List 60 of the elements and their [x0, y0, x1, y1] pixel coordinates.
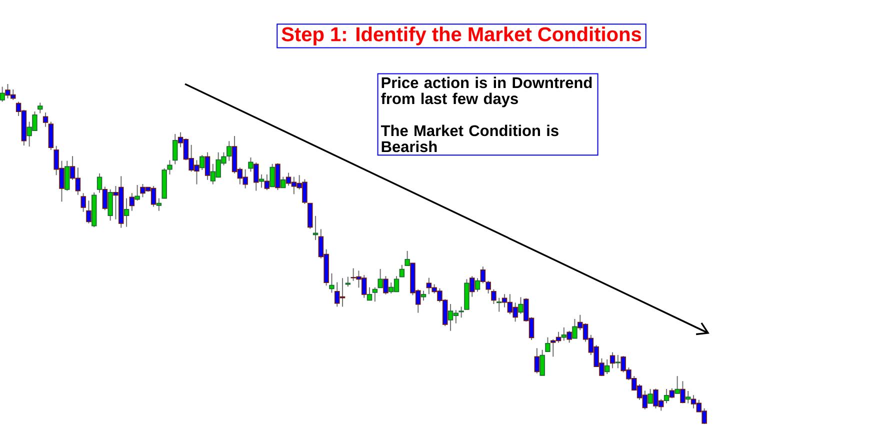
candlestick — [226, 140, 232, 162]
candlestick — [664, 388, 670, 404]
candlestick — [458, 306, 464, 318]
candlestick — [540, 349, 545, 376]
candlestick — [129, 192, 135, 212]
candlestick — [545, 336, 550, 352]
candlestick — [134, 184, 140, 202]
annotation: Price action is in Downtrend from last few days — [381, 76, 592, 108]
candlestick — [610, 352, 616, 369]
candlestick — [474, 278, 480, 292]
candlestick — [312, 215, 318, 241]
candlestick — [366, 286, 372, 301]
candlestick — [470, 276, 475, 298]
candlestick — [80, 192, 86, 212]
candlestick — [534, 348, 540, 374]
candlestick — [486, 280, 491, 294]
candlestick — [572, 318, 578, 339]
candlestick — [648, 388, 653, 404]
candlestick — [42, 112, 48, 128]
candlestick — [200, 154, 205, 171]
candlestick — [615, 354, 621, 369]
candlestick — [38, 102, 43, 114]
candlestick — [420, 290, 426, 302]
candlestick — [686, 390, 691, 404]
candlestick — [496, 297, 502, 312]
candlestick — [680, 380, 686, 404]
candlestick — [254, 162, 259, 192]
candlestick — [108, 188, 113, 222]
candlestick — [64, 160, 70, 192]
candlestick — [399, 264, 405, 278]
candlestick — [264, 174, 270, 191]
candlestick — [480, 266, 486, 284]
candlestick — [378, 268, 383, 288]
candlestick — [248, 156, 254, 172]
candlestick — [404, 250, 410, 266]
candlestick — [669, 388, 675, 399]
candlestick — [308, 202, 313, 230]
candlestick — [561, 326, 567, 342]
candlestick — [566, 330, 572, 344]
chart-title: Step 1: Identify the Market Conditions — [282, 26, 642, 46]
candlestick — [172, 133, 178, 165]
candlestick — [604, 358, 610, 375]
candlestick — [48, 121, 54, 150]
candlestick — [491, 288, 496, 304]
candlestick — [275, 162, 280, 191]
candlestick — [280, 176, 286, 188]
annotation: The Market Condition is Bearish — [380, 124, 558, 152]
candlestick — [102, 186, 108, 211]
candlestick — [96, 172, 102, 194]
candlestick — [86, 200, 92, 224]
candlestick — [329, 272, 334, 294]
candlestick — [156, 198, 162, 212]
candlestick — [270, 163, 275, 188]
candlestick — [0, 86, 5, 102]
candlestick — [204, 152, 210, 180]
candlestick — [674, 376, 680, 394]
candlestick — [124, 198, 130, 228]
candlestick — [383, 276, 388, 295]
candlestick — [518, 296, 524, 314]
candlestick — [372, 286, 378, 302]
